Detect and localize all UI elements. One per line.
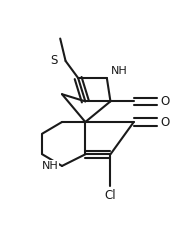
Text: S: S [50, 54, 58, 68]
Text: NH: NH [42, 161, 58, 171]
Text: O: O [161, 95, 170, 108]
Text: O: O [161, 115, 170, 129]
Text: NH: NH [110, 66, 127, 76]
Text: Cl: Cl [105, 189, 116, 202]
